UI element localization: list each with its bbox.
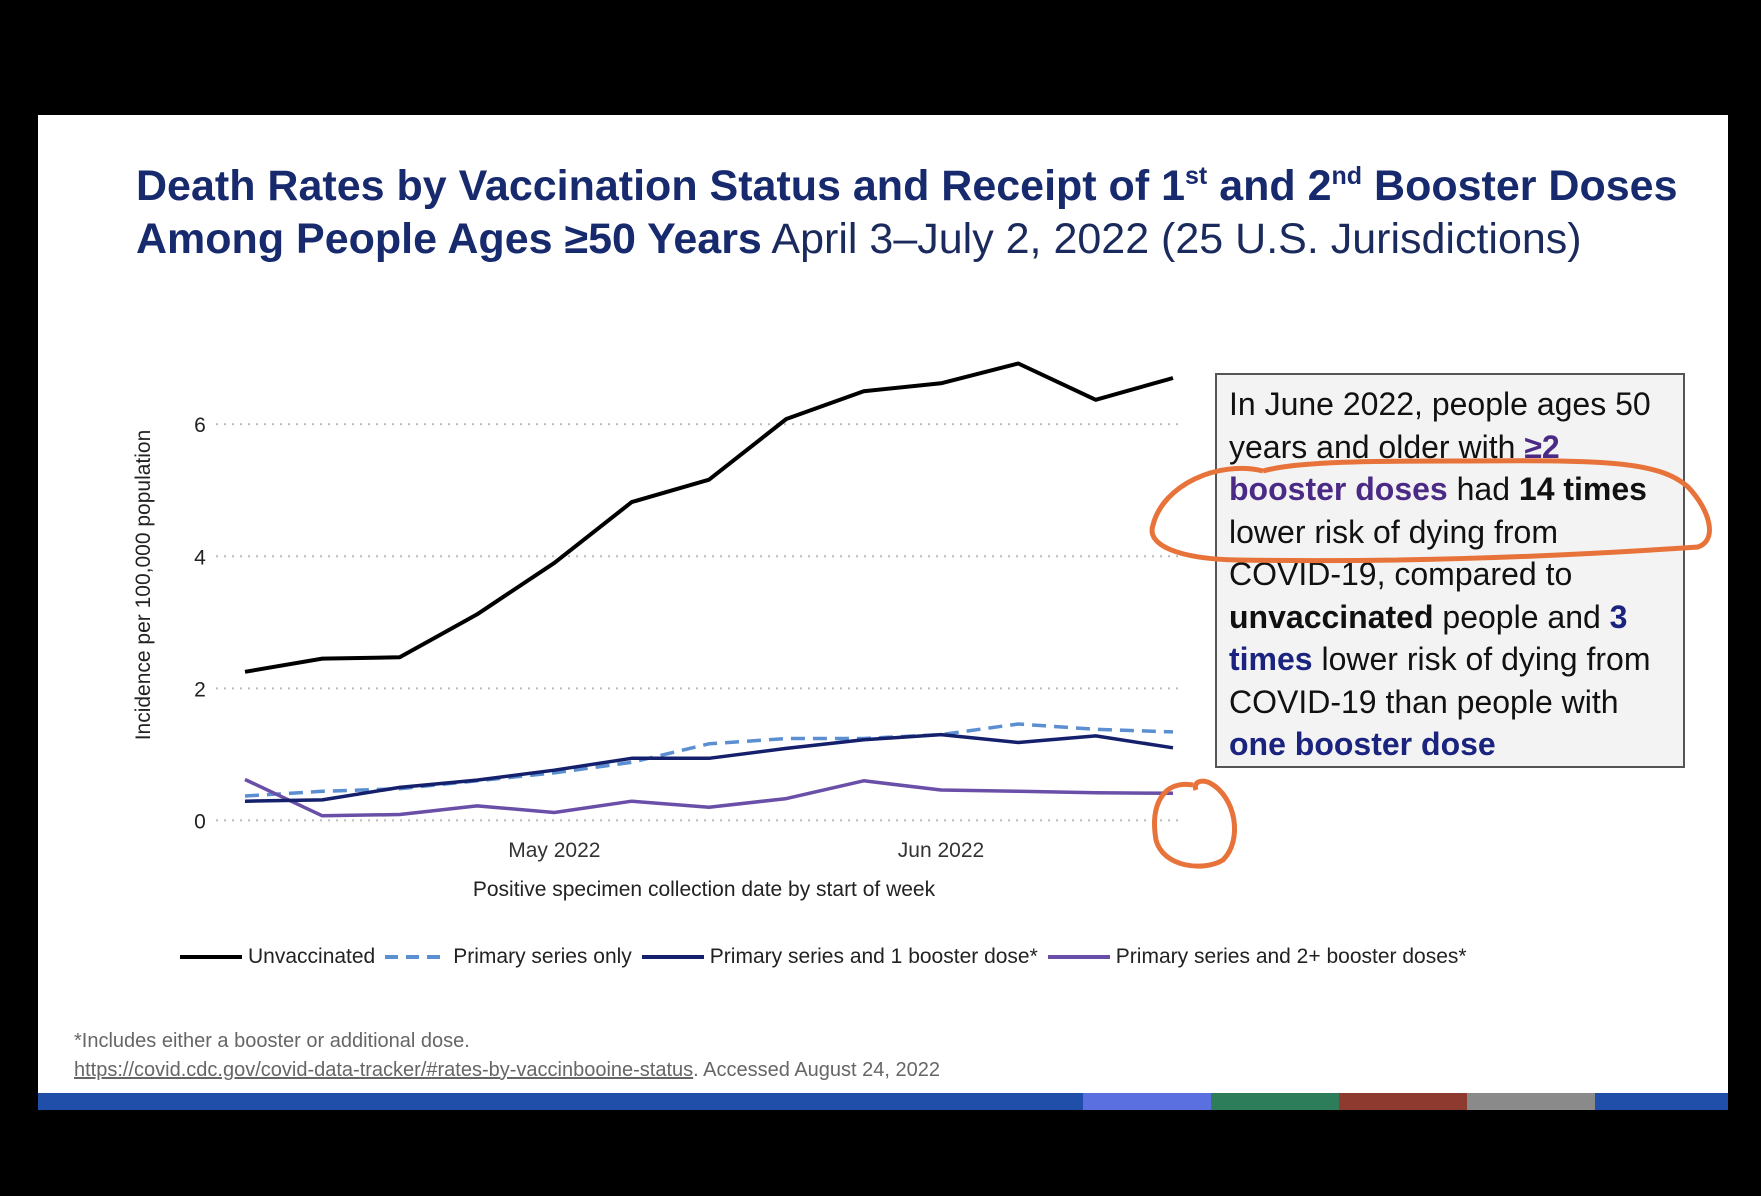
series-line-one-booster [244,732,1174,803]
legend-swatch-solid-purple [1047,955,1110,959]
legend-item-one-booster: Primary series and 1 booster dose* [641,945,1038,969]
legend-item-primary-only: Primary series only [385,945,632,969]
y-tick-label: 2 [194,678,206,701]
series-line-two-booster [244,777,1174,818]
x-tick-label: May 2022 [508,839,600,862]
y-tick-label: 0 [194,810,206,833]
legend-label: Primary series only [453,945,632,968]
stripe-segment [1211,1093,1339,1110]
legend-swatch-dashed-blue [385,955,448,959]
stripe-segment [1595,1093,1728,1110]
stripe-segment [1339,1093,1467,1110]
stripe-segment [38,1093,1083,1110]
bottom-color-stripe [38,1093,1728,1110]
chart-legend: Unvaccinated Primary series only Primary… [180,945,1477,969]
legend-item-unvaccinated: Unvaccinated [180,945,375,969]
legend-swatch-solid-navy [641,955,704,959]
stripe-segment [1083,1093,1211,1110]
series-line-unvaccinated [244,361,1174,674]
stripe-segment [1467,1093,1595,1110]
chart-title: Death Rates by Vaccination Status and Re… [136,162,1678,263]
source-link[interactable]: https://covid.cdc.gov/covid-data-tracker… [74,1059,694,1081]
legend-swatch-solid-black [180,955,242,959]
y-tick-label: 6 [194,414,206,437]
y-tick-label: 4 [194,546,206,569]
annotation-box: In June 2022, people ages 50 years and o… [1215,373,1685,768]
x-tick-label: Jun 2022 [898,839,984,862]
y-axis-title: Incidence per 100,000 population [132,430,155,741]
footnote-text: *Includes either a booster or additional… [74,1030,470,1052]
legend-item-two-booster: Primary series and 2+ booster doses* [1047,945,1467,969]
legend-label: Primary series and 1 booster dose* [709,945,1038,968]
x-axis-title: Positive specimen collection date by sta… [473,878,936,901]
footnote: *Includes either a booster or additional… [74,1027,940,1085]
line-chart: 0 2 4 6 May 2022 Jun 2022 Positive specimen co… [132,361,1183,901]
slide: Death Rates by Vaccination Status and Re… [38,115,1728,1110]
accessed-date: . Accessed August 24, 2022 [693,1059,941,1081]
legend-label: Unvaccinated [248,945,376,968]
legend-label: Primary series and 2+ booster doses* [1115,945,1467,968]
